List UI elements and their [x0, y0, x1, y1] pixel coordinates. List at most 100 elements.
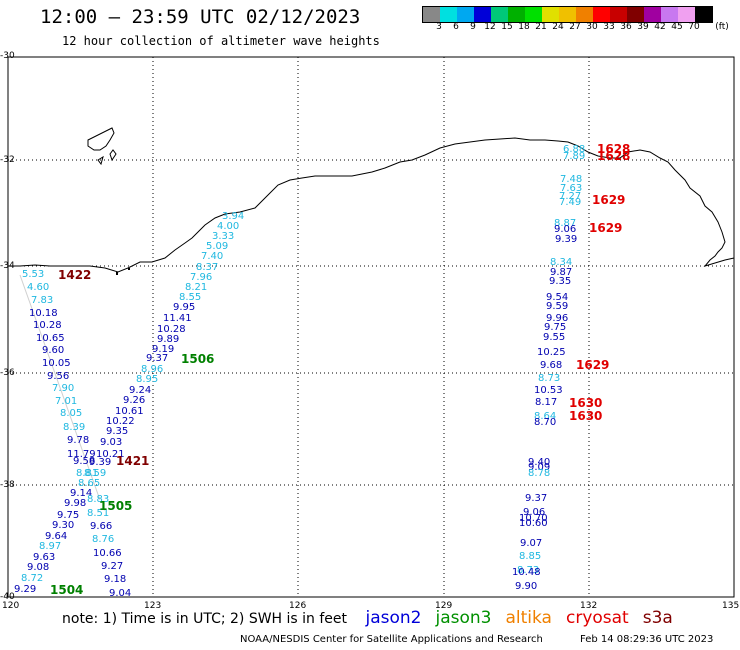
wave-height-value: 8.76	[92, 534, 115, 545]
pass-time-label: 1504	[50, 583, 84, 597]
wave-height-value: 8.21	[185, 282, 208, 293]
legend-swatch	[457, 7, 474, 22]
wave-height-value: 7.48	[560, 174, 583, 185]
wave-height-value: 8.85	[519, 551, 542, 562]
pass-time-label: 1422	[58, 268, 92, 282]
satellite-legend-item: cryosat	[565, 608, 629, 628]
wave-height-value: 8.97	[39, 541, 62, 552]
legend-tick-label: 21	[535, 22, 547, 32]
wave-height-value: 3.94	[222, 211, 245, 222]
wave-height-value: 8.59	[84, 468, 107, 479]
legend-tick-label: 36	[620, 22, 632, 32]
wave-height-value: 9.06	[554, 224, 577, 235]
wave-height-value: 9.35	[549, 276, 572, 287]
wave-height-value: 9.66	[90, 521, 113, 532]
wave-height-value: 10.05	[42, 358, 71, 369]
legend-tick-label: 3	[436, 22, 442, 32]
wave-height-value: 8.64	[534, 411, 557, 422]
pass-time-label: 1505	[99, 499, 133, 513]
legend-swatch	[678, 7, 695, 22]
plot-frame	[7, 56, 735, 598]
wave-height-value: 9.06	[523, 507, 546, 518]
legend-tick-label: 39	[637, 22, 649, 32]
wave-height-value: 9.95	[173, 302, 196, 313]
wave-height-value: 10.18	[29, 308, 58, 319]
lat-label-34: -34	[0, 261, 15, 271]
island-dot	[128, 268, 130, 270]
wave-height-value: 9.60	[42, 345, 65, 356]
wave-height-value: 8.70	[534, 417, 557, 428]
generated-timestamp: Feb 14 08:29:36 UTC 2023	[580, 634, 714, 645]
wave-height-value: 9.75	[57, 510, 80, 521]
color-scale-ticks: 3 6 9 12 15 18 21 24 27 30 33 36 39 42 45 70 (ft)	[422, 22, 740, 34]
legend-swatch	[508, 7, 525, 22]
wave-height-value: 9.96	[546, 313, 569, 324]
wave-height-value: 8.51	[87, 508, 110, 519]
wave-height-value: 9.26	[123, 395, 146, 406]
wave-height-value: 8.95	[136, 374, 159, 385]
pass-time-label: 1421	[116, 454, 150, 468]
legend-swatch	[576, 7, 593, 22]
legend-tick-label: 70	[688, 22, 700, 32]
wave-height-value: 9.37	[525, 493, 548, 504]
wave-height-value: 9.04	[109, 588, 132, 599]
wave-height-value: 9.09	[528, 462, 551, 473]
wave-height-value: 7.27	[559, 191, 582, 202]
wave-height-value: 9.35	[106, 426, 129, 437]
wave-height-value: 9.64	[45, 531, 68, 542]
track-line	[19, 274, 101, 501]
lon-label-132: 132	[580, 601, 598, 611]
wave-height-value: 10.21	[96, 449, 125, 460]
wave-height-value: 9.07	[520, 538, 543, 549]
footer-note: note: 1) Time is in UTC; 2) SWH is in fe…	[62, 611, 348, 627]
pass-time-label: 1628	[597, 142, 631, 156]
pass-time-label: 1506	[181, 352, 215, 366]
legend-swatch	[627, 7, 644, 22]
credit-text: NOAA/NESDIS Center for Satellite Applica…	[240, 634, 543, 645]
lon-label-120: 120	[2, 601, 20, 611]
lon-label-135: 135	[722, 601, 740, 611]
wave-height-value: 9.58	[73, 456, 96, 467]
legend-swatch	[695, 7, 712, 22]
pass-time-label: 1630	[569, 396, 603, 410]
lat-label-36: -36	[0, 368, 15, 378]
wave-height-value: 9.14	[70, 488, 93, 499]
wave-height-value: 9.68	[540, 360, 563, 371]
wave-height-value: 10.65	[36, 333, 65, 344]
legend-tick-label: 33	[603, 22, 615, 32]
wave-height-value: 9.37	[146, 353, 169, 364]
pass-time-label: 1629	[576, 358, 610, 372]
wave-height-value: 7.83	[31, 295, 54, 306]
wave-height-value: 9.27	[101, 561, 124, 572]
wave-height-value: 8.17	[535, 397, 558, 408]
wave-height-value: 10.60	[519, 518, 548, 529]
wave-height-value: 4.00	[217, 221, 240, 232]
lat-label-30: -30	[0, 51, 15, 61]
wave-height-value: 9.59	[546, 301, 569, 312]
legend-unit: (ft)	[715, 22, 729, 32]
wave-height-value: 8.73	[538, 373, 561, 384]
legend-swatch	[423, 7, 440, 22]
wave-height-value: 8.87	[554, 218, 577, 229]
legend-tick-label: 45	[671, 22, 683, 32]
wave-height-value: 8.55	[179, 292, 202, 303]
coastline	[8, 137, 735, 273]
graticule	[8, 57, 734, 597]
wave-height-value: 9.56	[47, 371, 70, 382]
wave-height-value: 10.66	[93, 548, 122, 559]
lon-label-123: 123	[144, 601, 162, 611]
wave-height-value: 3.33	[212, 231, 235, 242]
legend-swatch	[440, 7, 457, 22]
pass-time-label: 1629	[589, 221, 623, 235]
wave-height-value: 6.88	[563, 144, 586, 155]
wave-height-value: 10.22	[106, 416, 135, 427]
legend-swatch	[644, 7, 661, 22]
wave-height-value: 9.87	[550, 267, 573, 278]
satellite-legend: jason2 jason3 altika cryosat s3a	[351, 608, 672, 628]
wave-height-value: 9.75	[544, 322, 567, 333]
legend-swatch	[610, 7, 627, 22]
wave-height-value: 10.61	[115, 406, 144, 417]
wave-height-value: 11.41	[163, 313, 192, 324]
wave-height-value: 10.53	[534, 385, 563, 396]
